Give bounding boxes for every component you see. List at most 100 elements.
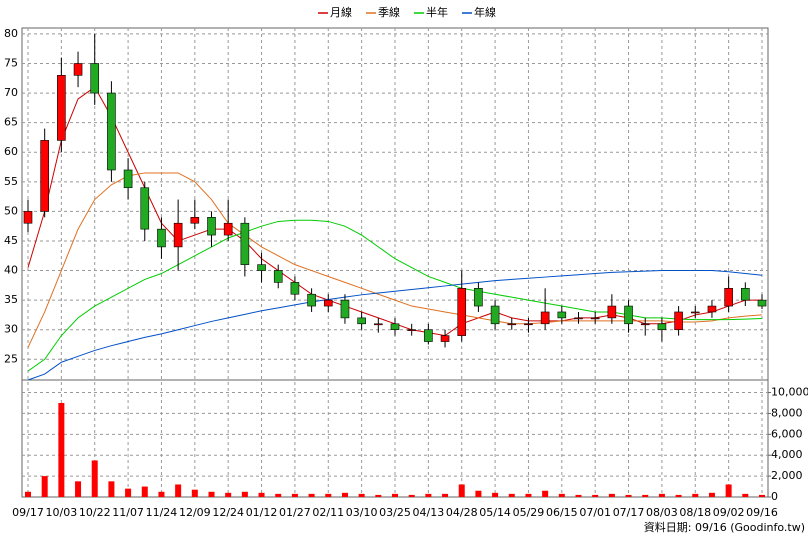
candle-body (524, 323, 533, 326)
x-tick-label: 06/15 (546, 506, 578, 519)
y-tick-label: 45 (4, 234, 18, 247)
x-tick-label: 01/12 (246, 506, 278, 519)
volume-bar (525, 493, 532, 497)
candle-body (140, 187, 150, 230)
candle-body (340, 299, 350, 319)
candle-body (257, 264, 266, 271)
ma-line (27, 219, 763, 372)
candle-body (407, 329, 416, 332)
volume-bar (175, 484, 182, 497)
y-tick-label: 55 (4, 175, 18, 188)
x-tick-label: 07/01 (579, 506, 611, 519)
volume-bar (291, 493, 298, 497)
volume-bar (225, 492, 232, 497)
legend-label: 半年 (426, 5, 448, 19)
volume-bar (692, 493, 699, 497)
candle-body (724, 288, 733, 307)
x-tick-label: 08/18 (679, 506, 711, 519)
candle-body (507, 323, 517, 326)
volume-bar (258, 492, 265, 497)
ma-line (27, 270, 763, 381)
x-tick-label: 09/17 (12, 506, 44, 519)
volume-bar (475, 490, 482, 497)
volume-bar (275, 493, 282, 497)
candle-body (707, 305, 717, 313)
volume-bar (642, 494, 649, 497)
candle-body (374, 323, 383, 326)
y-tick-label: 50 (4, 204, 18, 217)
legend-label: 年線 (474, 5, 496, 19)
footer: 資料日期: 09/16 (Goodinfo.tw) (644, 520, 805, 534)
candle-body (474, 288, 483, 307)
candle-body (574, 317, 583, 320)
candle-body (40, 140, 49, 212)
volume-bar (608, 493, 615, 497)
candle-body (73, 63, 83, 76)
volume-bar (241, 491, 248, 497)
y-tick-label: 60 (4, 145, 18, 158)
candle-body (207, 217, 216, 236)
volume-bar (425, 493, 432, 497)
candle-body (157, 228, 166, 248)
y-tick-label: 40 (4, 264, 18, 277)
candle-body (357, 317, 366, 325)
volume-bar (108, 481, 115, 497)
volume-tick-label: 0 (771, 490, 778, 503)
x-tick-label: 08/03 (646, 506, 678, 519)
x-tick-label: 03/10 (346, 506, 378, 519)
ma-line (27, 172, 763, 348)
volume-bar (91, 460, 98, 497)
candle-body (757, 299, 767, 307)
volume-bar (308, 493, 315, 497)
x-tick-label: 10/22 (79, 506, 111, 519)
candle-body (590, 317, 600, 320)
x-tick-label: 11/07 (112, 506, 144, 519)
candle-body (223, 222, 233, 236)
volume-bar (458, 484, 465, 497)
volume-bar (492, 492, 499, 497)
x-tick-label: 01/27 (279, 506, 311, 519)
candle-body (290, 282, 300, 295)
volume-bar (392, 493, 398, 497)
candle-body (390, 323, 400, 331)
volume-bar (191, 489, 198, 497)
x-tick-label: 12/09 (179, 506, 211, 519)
volume-bar (759, 494, 765, 497)
volume-bar (358, 493, 365, 497)
volume-tick-label: 4,000 (771, 448, 803, 461)
x-tick-label: 09/02 (713, 506, 745, 519)
volume-bar (408, 494, 415, 497)
volume-bar (341, 492, 348, 497)
candle-body (457, 288, 467, 336)
volume-bar (592, 494, 599, 497)
volume-bar (208, 491, 215, 497)
volume-bar (58, 402, 65, 497)
volume-bar (575, 494, 582, 497)
candle-body (173, 222, 183, 248)
candle-body (440, 335, 450, 342)
x-tick-label: 04/28 (446, 506, 478, 519)
x-tick-label: 05/14 (479, 506, 511, 519)
volume-bar (442, 493, 449, 497)
volume-bar (708, 492, 715, 497)
candle-body (490, 305, 500, 325)
candle-body (690, 311, 700, 314)
y-tick-label: 70 (4, 86, 18, 99)
x-tick-label: 09/16 (746, 506, 778, 519)
volume-bar (25, 491, 31, 497)
y-tick-label: 35 (4, 293, 18, 306)
candle-body (741, 288, 750, 301)
x-tick-label: 07/17 (613, 506, 645, 519)
candle-body (190, 217, 200, 224)
y-tick-label: 75 (4, 56, 18, 69)
candle-body (273, 270, 283, 283)
volume-bar (625, 494, 632, 497)
x-tick-label: 04/13 (413, 506, 445, 519)
volume-bar (658, 493, 665, 497)
volume-bar (158, 491, 165, 497)
candle-body (674, 311, 683, 331)
volume-tick-label: 8,000 (771, 406, 803, 419)
volume-bar (558, 493, 565, 497)
x-tick-label: 10/03 (46, 506, 78, 519)
